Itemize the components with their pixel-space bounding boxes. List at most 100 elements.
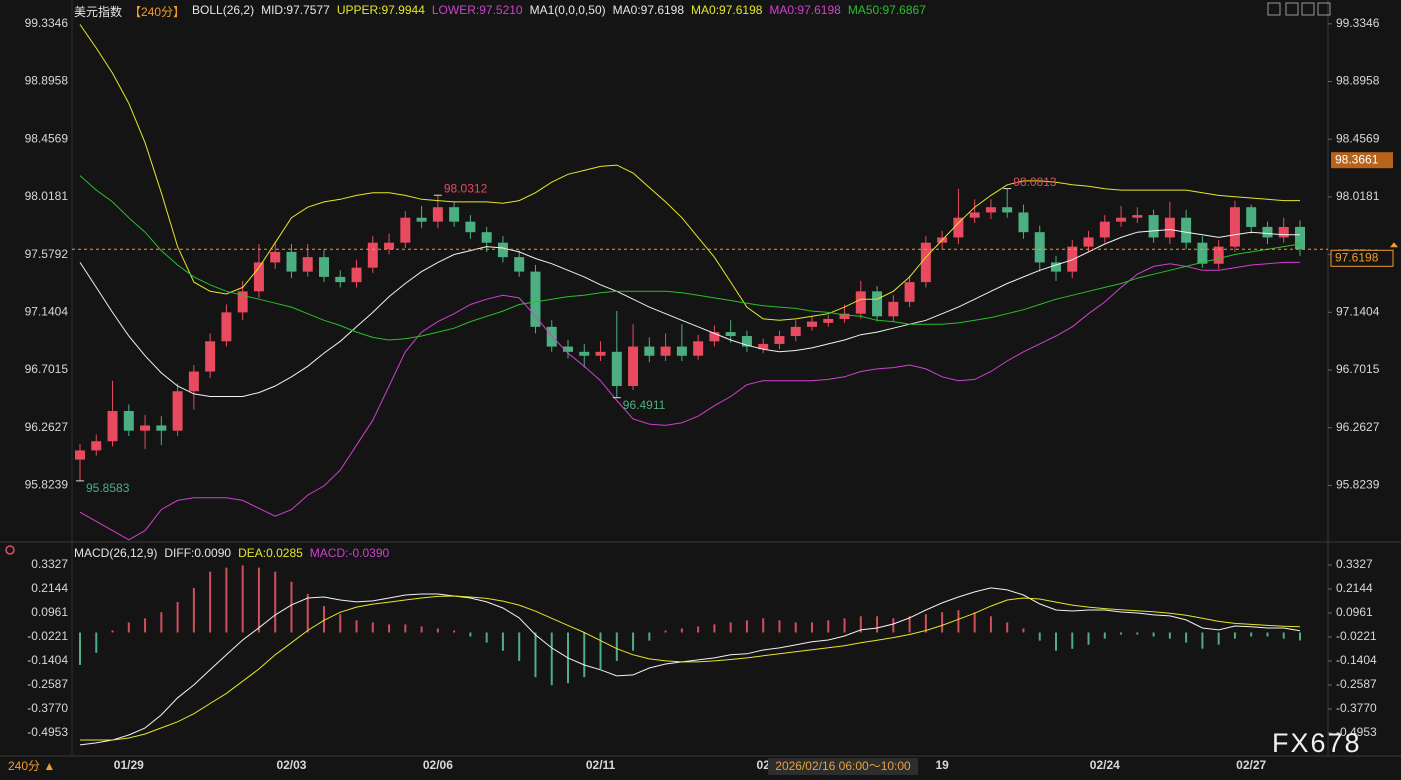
- candle-body: [1099, 221, 1110, 238]
- candle-body: [416, 217, 427, 222]
- candle-body: [579, 351, 590, 356]
- low-label: 95.8583: [86, 481, 130, 495]
- candle-body: [790, 326, 801, 337]
- candle-body: [481, 232, 492, 243]
- candle-body: [644, 346, 655, 356]
- period-label[interactable]: 240分 ▲: [8, 759, 55, 773]
- y-tick-label: -0.3770: [27, 701, 68, 715]
- y-tick-label: 96.7015: [25, 362, 69, 376]
- candle-body: [1148, 215, 1159, 238]
- last-price-arrow: [1390, 242, 1398, 248]
- y-tick-label: 95.8239: [1336, 478, 1380, 492]
- y-tick-label: 99.3346: [25, 16, 69, 30]
- candle-body: [839, 313, 850, 319]
- legend-item: MACD(26,12,9): [74, 546, 158, 560]
- candle-body: [188, 371, 199, 392]
- indicator-line: [79, 261, 1300, 541]
- candle-body: [611, 351, 622, 386]
- legend-item: MA0:97.6198: [612, 3, 685, 17]
- candle-body: [1083, 237, 1094, 247]
- y-tick-label: 96.7015: [1336, 362, 1380, 376]
- candle-body: [497, 242, 508, 258]
- candle-body: [237, 291, 248, 313]
- legend-item: MID:97.7577: [261, 3, 330, 17]
- low-label: 96.4911: [623, 398, 666, 412]
- indicator-line: [80, 595, 1301, 741]
- candle-body: [823, 318, 834, 323]
- tool-button[interactable]: [1317, 2, 1331, 16]
- candle-body: [91, 441, 102, 451]
- legend-item: MACD:-0.0390: [309, 546, 390, 560]
- candle-body: [107, 410, 118, 442]
- legend-item: LOWER:97.5210: [431, 3, 523, 17]
- x-tick-label: 02/11: [586, 758, 616, 772]
- candle-body: [741, 336, 752, 347]
- y-tick-label: 98.8958: [25, 74, 69, 88]
- y-tick-label: 96.2627: [1336, 420, 1380, 434]
- marker-price-tag: [1331, 152, 1393, 169]
- last-price-tag: [1330, 249, 1394, 267]
- crosshair-box: [768, 758, 918, 775]
- candle-body: [1181, 217, 1192, 243]
- candle-body: [969, 212, 980, 218]
- indicator-icon[interactable]: [5, 545, 15, 555]
- candle-body: [888, 301, 899, 317]
- legend-item: MA0:97.6198: [691, 3, 763, 17]
- y-tick-label: 95.8239: [25, 478, 69, 492]
- candle-body: [1197, 242, 1208, 264]
- candle-body: [270, 251, 281, 263]
- candle-body: [514, 257, 525, 272]
- y-tick-label: 0.0961: [31, 605, 68, 619]
- watermark: FX678: [1272, 728, 1362, 758]
- indicator-line: [79, 175, 1301, 341]
- candle-body: [1213, 246, 1224, 264]
- y-tick-label: 0.3327: [31, 557, 68, 571]
- candle-body: [709, 332, 720, 342]
- candle-body: [872, 291, 883, 317]
- x-tick-label: 01/29: [114, 758, 144, 772]
- candle-body: [1278, 226, 1289, 238]
- y-tick-label: 0.3327: [1336, 557, 1373, 571]
- candle-body: [953, 217, 964, 238]
- candle-body: [400, 217, 411, 243]
- legend-item: DIFF:0.0090: [164, 546, 232, 560]
- candle-body: [253, 262, 264, 292]
- y-tick-label: 99.3346: [1336, 16, 1380, 30]
- x-tick-label: 02/03: [276, 758, 306, 772]
- indicator-line: [79, 228, 1300, 397]
- candle-body: [123, 410, 134, 431]
- candle-body: [75, 450, 85, 460]
- candle-body: [1262, 226, 1273, 238]
- x-tick-label: 02: [757, 758, 771, 772]
- candle-body: [221, 312, 232, 342]
- tool-button[interactable]: [1267, 2, 1281, 16]
- y-tick-label: -0.1404: [1336, 653, 1377, 667]
- legend-item: BOLL(26,2): [192, 3, 255, 17]
- candle-body: [628, 346, 639, 386]
- candle-body: [205, 341, 216, 372]
- legend-item: DEA:0.0285: [238, 546, 303, 560]
- candle-body: [1034, 232, 1045, 263]
- candle-body: [302, 257, 313, 272]
- tool-button[interactable]: [1301, 2, 1315, 16]
- candle-body: [985, 207, 996, 213]
- candle-body: [1229, 207, 1240, 247]
- candle-body: [351, 267, 362, 283]
- candle-body: [563, 346, 573, 352]
- y-tick-label: 98.4569: [25, 131, 69, 145]
- candle-body: [465, 221, 476, 233]
- candle-body: [1067, 246, 1078, 272]
- tool-button[interactable]: [1285, 2, 1299, 16]
- candle-body: [1018, 212, 1029, 233]
- y-tick-label: 97.5792: [25, 247, 69, 261]
- candle-body: [1164, 217, 1175, 238]
- y-tick-label: 98.4569: [1336, 131, 1380, 145]
- candle-body: [1132, 215, 1143, 218]
- last-price-label: 97.6198: [1335, 250, 1379, 264]
- marker-price-label: 98.3661: [1335, 152, 1379, 166]
- candle-body: [855, 291, 866, 314]
- candle-body: [693, 341, 704, 356]
